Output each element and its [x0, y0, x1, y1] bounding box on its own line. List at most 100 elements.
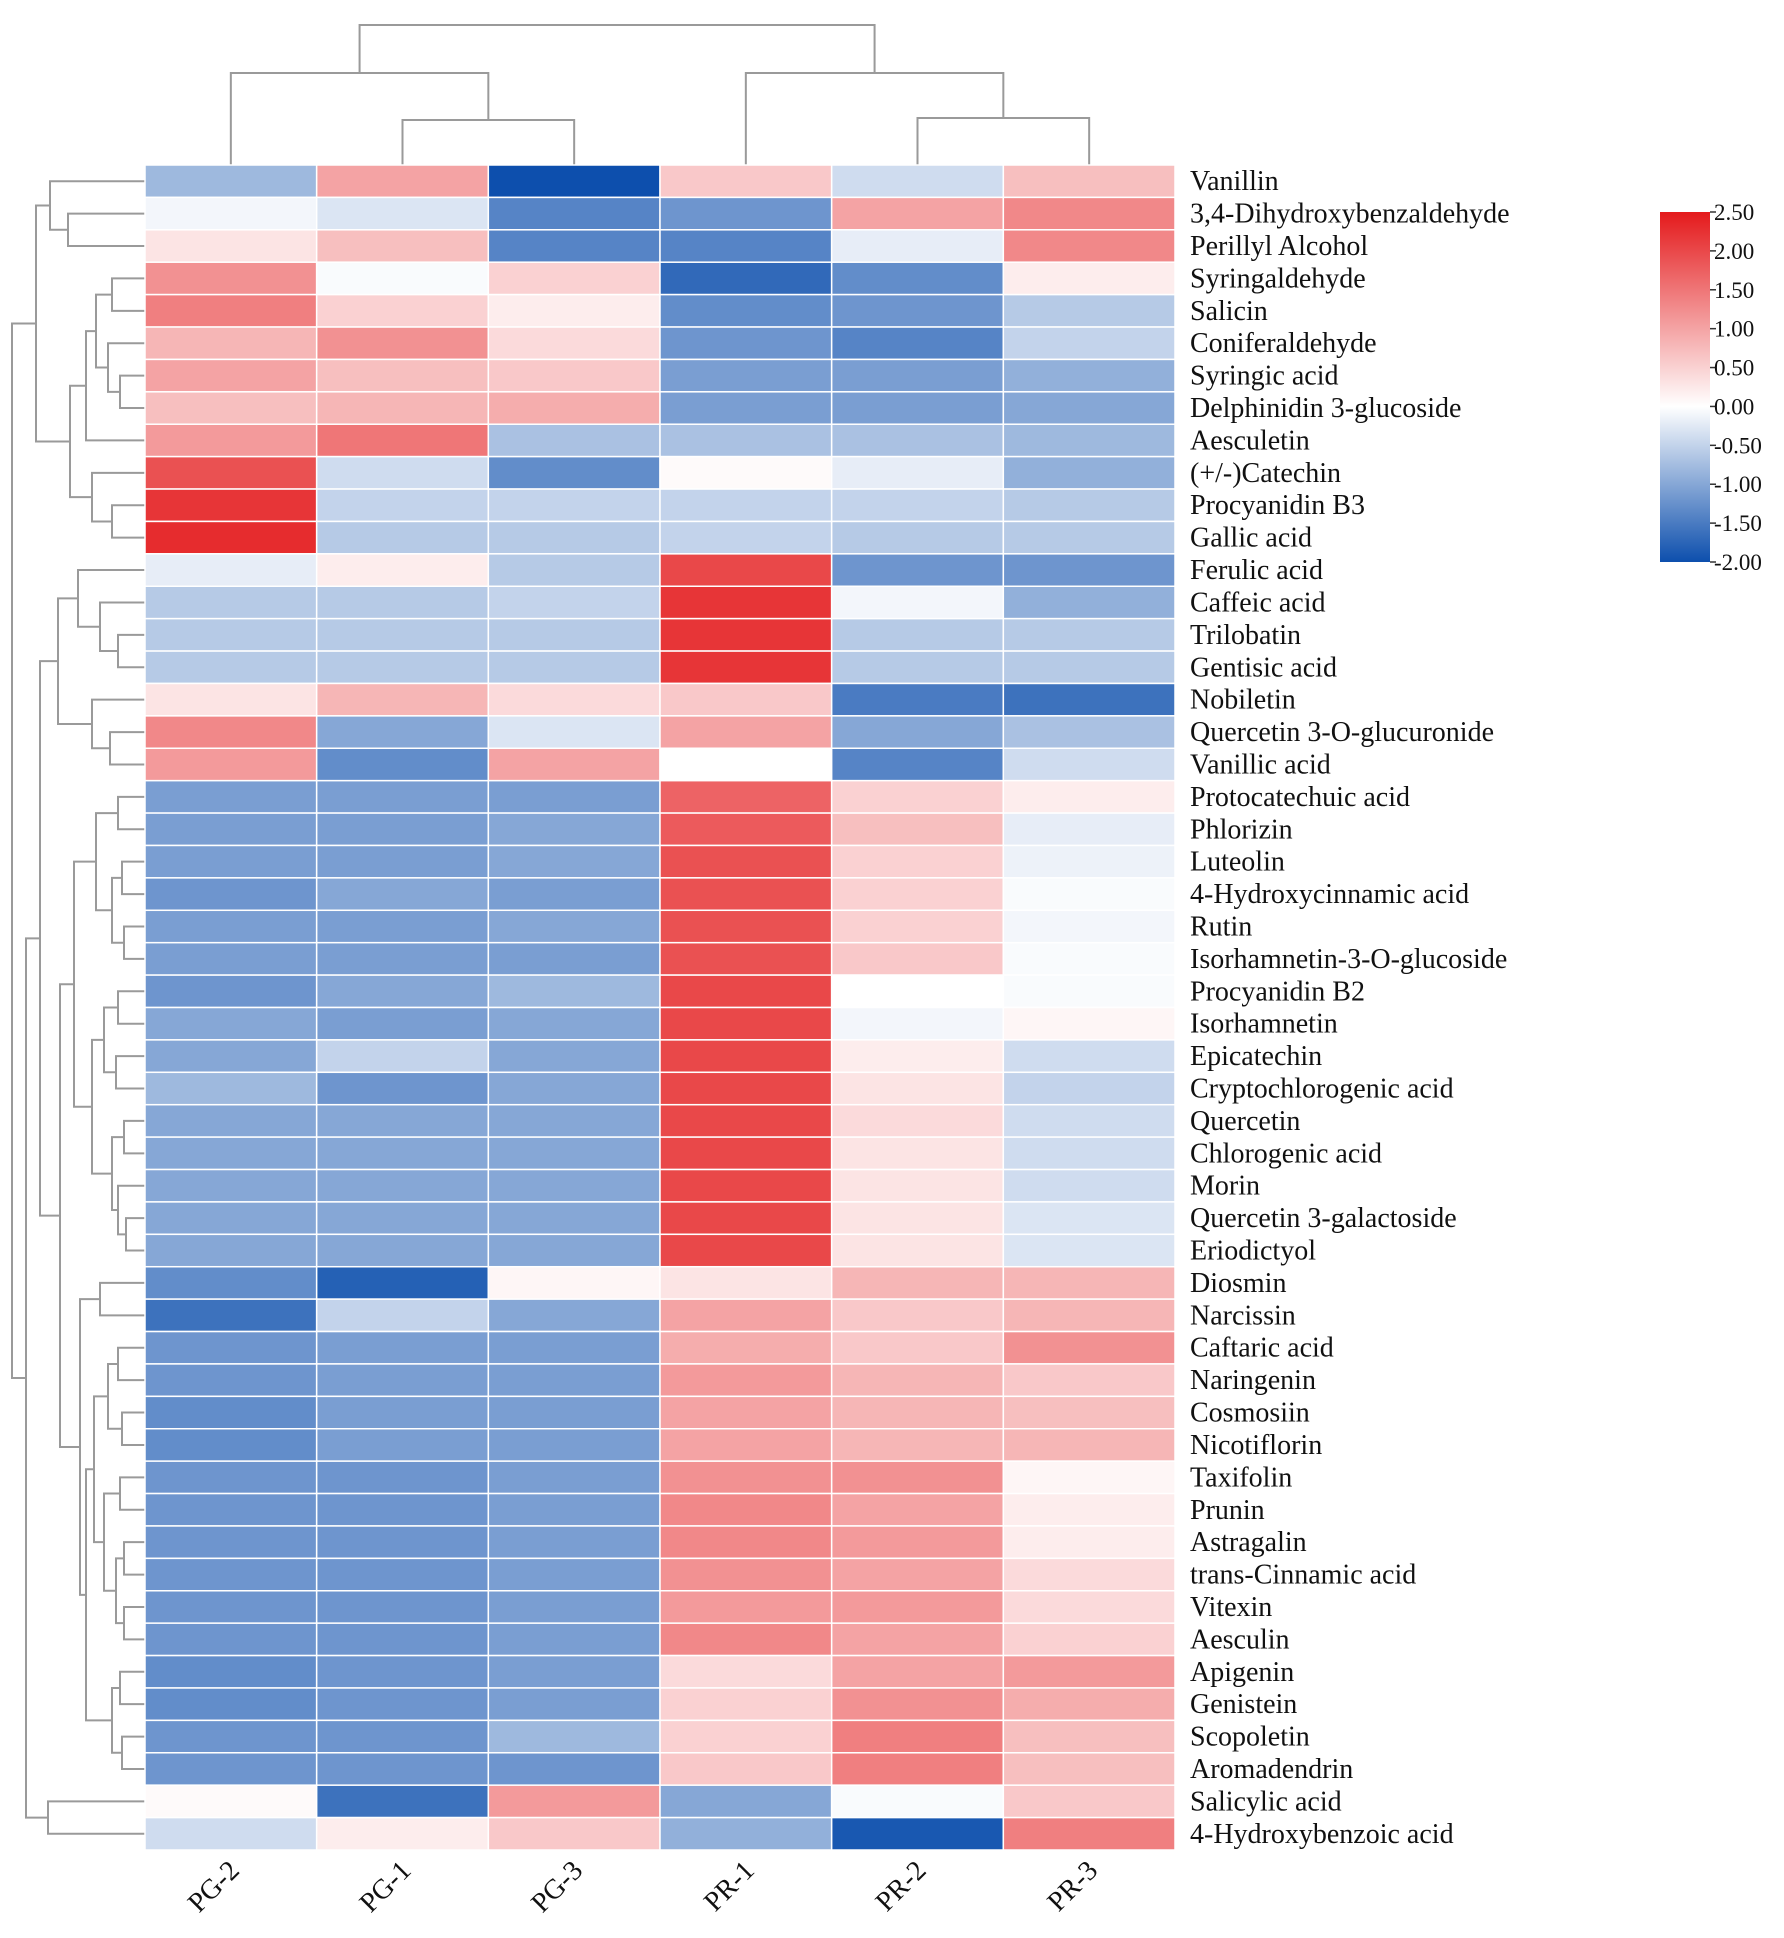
heatmap-cell [659, 1265, 833, 1300]
heatmap-cell [830, 1590, 1005, 1624]
heatmap-cell [830, 1622, 1005, 1657]
dendrogram-link [69, 384, 92, 499]
heatmap-cell [830, 1784, 1005, 1819]
heatmap-cell [144, 1168, 318, 1203]
heatmap-cell [830, 261, 1005, 296]
heatmap-cell [487, 1330, 661, 1365]
heatmap-cell [487, 715, 661, 750]
heatmap-cell [315, 261, 490, 296]
heatmap-cell [144, 941, 318, 976]
heatmap-cell [144, 261, 318, 296]
heatmap-cell [144, 1687, 318, 1722]
heatmap-cell [144, 1784, 318, 1819]
dendrogram-link [77, 569, 145, 628]
heatmap-cell [315, 941, 490, 976]
heatmap-cell [487, 455, 661, 490]
dendrogram-link [93, 1395, 108, 1544]
heatmap-cell [659, 293, 833, 328]
row-label: Coniferaldehyde [1190, 328, 1377, 359]
heatmap-cell [144, 1395, 318, 1430]
heatmap-cell [487, 1622, 661, 1657]
heatmap-cell [830, 1460, 1005, 1495]
heatmap-cell [659, 1687, 833, 1722]
heatmap-cell [659, 715, 833, 750]
heatmap-cell [487, 1525, 661, 1560]
heatmap-cell [830, 1265, 1005, 1300]
heatmap-cell [659, 1719, 833, 1754]
row-label: Aesculin [1190, 1624, 1290, 1655]
heatmap-cell [144, 747, 318, 782]
heatmap-cell [1002, 1201, 1176, 1236]
row-label: Apigenin [1190, 1657, 1294, 1688]
heatmap-cell [315, 164, 490, 199]
heatmap-cell [144, 488, 318, 523]
row-label: Luteolin [1190, 847, 1285, 878]
colorbar-tick-label: 0.50 [1714, 356, 1754, 381]
heatmap-cell [1002, 779, 1176, 814]
heatmap-cell [315, 391, 490, 425]
heatmap-cell [315, 553, 490, 587]
heatmap-cell [659, 941, 833, 976]
row-label: Caffeic acid [1190, 587, 1326, 618]
heatmap-cell [659, 391, 833, 425]
heatmap-cell [315, 1071, 490, 1106]
heatmap-cell [487, 1557, 661, 1592]
row-label: Protocatechuic acid [1190, 782, 1410, 813]
heatmap-cell [315, 1816, 490, 1851]
colorbar-tick-label: 2.00 [1714, 239, 1754, 264]
heatmap-cell [144, 812, 318, 847]
heatmap-cell [1002, 715, 1176, 750]
heatmap-cell [830, 423, 1005, 458]
dendrogram-link [119, 1670, 145, 1706]
heatmap-cell [830, 1330, 1005, 1365]
row-label: Epicatechin [1190, 1041, 1322, 1072]
heatmap-cell [487, 261, 661, 296]
row-label: Narcissin [1190, 1300, 1296, 1331]
heatmap-cell [487, 1071, 661, 1106]
heatmap-cell [830, 844, 1005, 879]
heatmap-cell [487, 1103, 661, 1138]
heatmap-cell [144, 1298, 318, 1333]
dendrogram-link [99, 1281, 145, 1317]
dendrogram-link [59, 983, 80, 1448]
dendrogram-link [358, 24, 876, 73]
heatmap-cell [144, 682, 318, 717]
heatmap-cell [659, 974, 833, 1009]
heatmap-cell [830, 293, 1005, 328]
heatmap-cell [315, 1330, 490, 1365]
row-label: Ferulic acid [1190, 555, 1323, 586]
heatmap-cell [144, 779, 318, 814]
heatmap-cell [144, 1233, 318, 1268]
heatmap-cell [487, 196, 661, 231]
heatmap-cell [830, 1654, 1005, 1689]
heatmap-cell [144, 423, 318, 458]
dendrogram-link [121, 1411, 145, 1446]
heatmap-cell [144, 1428, 318, 1462]
heatmap-cell [315, 1298, 490, 1333]
heatmap-cell [1002, 877, 1176, 912]
heatmap-cell [315, 1039, 490, 1074]
heatmap-cell [1002, 520, 1176, 555]
heatmap-cell [1002, 261, 1176, 296]
heatmap-cell [1002, 423, 1176, 458]
heatmap-cell [144, 229, 318, 263]
heatmap-cell [1002, 1590, 1176, 1624]
heatmap-cell [487, 423, 661, 458]
heatmap-cell [830, 941, 1005, 976]
heatmap-cell [1002, 1492, 1176, 1527]
heatmap-cell [659, 1622, 833, 1657]
dendrogram-link [115, 1557, 124, 1625]
colorbar-tick-label: 1.50 [1714, 278, 1754, 303]
heatmap-cell [487, 1460, 661, 1495]
heatmap-cells [144, 164, 1176, 1851]
heatmap-cell [487, 1784, 661, 1819]
heatmap-cell [659, 1492, 833, 1527]
colorbar-tick-label: 2.50 [1714, 200, 1754, 225]
row-label: Isorhamnetin [1190, 1009, 1338, 1040]
heatmap-cell [659, 1136, 833, 1171]
heatmap-cell [315, 585, 490, 620]
heatmap-cell [487, 1363, 661, 1398]
heatmap-cell [1002, 1654, 1176, 1689]
heatmap-cell [830, 909, 1005, 944]
heatmap-cell [144, 1071, 318, 1106]
